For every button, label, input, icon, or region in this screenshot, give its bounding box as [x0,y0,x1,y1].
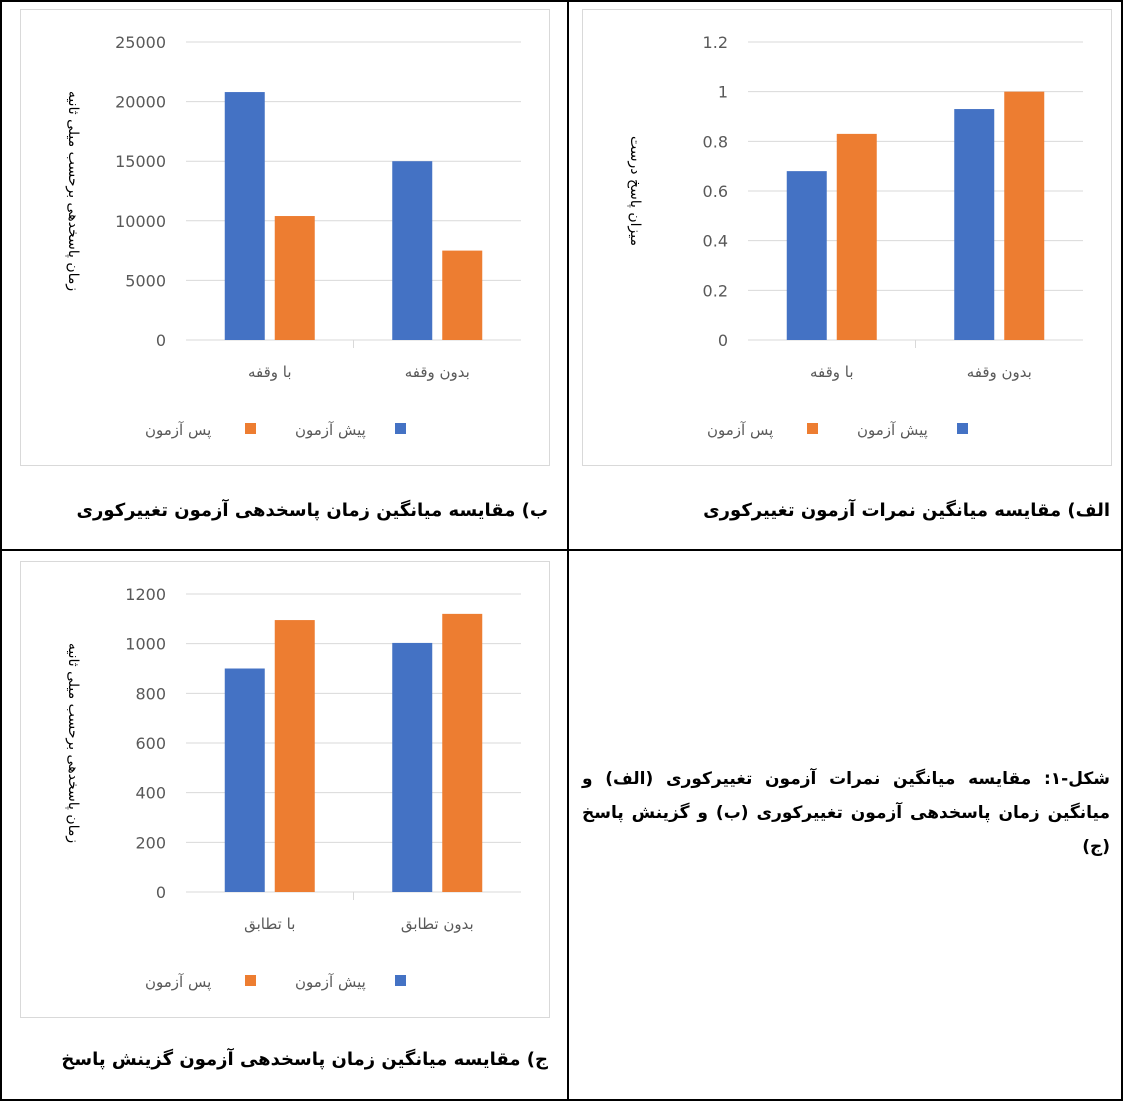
legend-swatch [395,975,406,986]
legend-label: پس آزمون [145,973,211,992]
legend-swatch [807,423,818,434]
legend-label: پیش آزمون [295,973,366,992]
y-tick-label: 400 [135,784,166,803]
bar-pre [224,668,265,892]
table-border-top [0,0,1123,2]
y-tick-label: 20000 [115,93,166,112]
y-tick-label: 15000 [115,152,166,171]
y-tick-label: 0.6 [703,182,728,201]
y-tick-label: 0 [718,331,728,350]
y-axis-label: زمان پاسخدهی برحسب میلی ثانیه [65,643,81,843]
y-tick-label: 5000 [125,271,166,290]
legend-label: پیش آزمون [857,421,928,440]
chart-b-frame: 0 5000 10000 15000 20000 25000 زمان پاسخدهی بر… [20,9,550,466]
chart-b-caption: ب) مقایسه میانگین زمان پاسخدهی آزمون تغی… [76,500,548,521]
x-tick-label: بدون وقفه [967,363,1032,381]
bar-pre [392,642,433,892]
y-tick-label: 0.2 [703,281,728,300]
bar-pre [392,161,433,340]
legend-swatch [395,423,406,434]
bar-pre [786,171,827,340]
y-tick-label: 200 [135,833,166,852]
legend-swatch [957,423,968,434]
chart-c-frame: 0 200 400 600 800 1000 1200 زمان پاسخدهی برحسب … [20,561,550,1018]
legend-label: پس آزمون [707,421,773,440]
bar-post [442,613,483,892]
legend-swatch [245,975,256,986]
y-axis-label: میزان پاسخ درست [627,136,643,246]
y-tick-label: 1000 [125,635,166,654]
x-tick-label: بدون تطابق [401,915,474,933]
x-tick-label: با وقفه [248,363,292,381]
x-tick-label: بدون وقفه [405,363,470,381]
chart-a: 0 0.2 0.4 0.6 0.8 1 1.2 میزان پاسخ درست با وقفه ب… [627,33,1083,440]
chart-c: 0 200 400 600 800 1000 1200 زمان پاسخدهی برحسب … [65,585,521,992]
y-axis-label: زمان پاسخدهی برحسب میلی ثانیه [65,91,81,291]
bar-post [836,133,877,340]
figure-caption: شکل-۱: مقایسه میانگین نمرات آزمون تغییرک… [582,769,1110,857]
y-tick-label: 0.4 [703,232,728,251]
y-tick-label: 1200 [125,585,166,604]
bar-post [442,250,483,340]
bar-post [274,216,315,340]
y-tick-label: 800 [135,684,166,703]
x-tick-label: با وقفه [810,363,854,381]
chart-a-frame: 0 0.2 0.4 0.6 0.8 1 1.2 میزان پاسخ درست با وقفه ب… [582,9,1112,466]
y-tick-label: 1.2 [703,33,728,52]
y-tick-label: 0 [156,883,166,902]
y-tick-label: 0.8 [703,132,728,151]
chart-a-caption: الف) مقایسه میانگین نمرات آزمون تغییرکور… [703,500,1110,521]
y-tick-label: 0 [156,331,166,350]
legend-label: پس آزمون [145,421,211,440]
chart-b: 0 5000 10000 15000 20000 25000 زمان پاسخدهی بر… [65,33,521,440]
table-border-bottom [0,1099,1123,1101]
legend-label: پیش آزمون [295,421,366,440]
bar-pre [224,92,265,341]
y-tick-label: 1 [718,83,728,102]
bar-pre [954,109,995,340]
bar-post [274,620,315,892]
x-tick-label: با تطابق [244,915,295,933]
table-border-row [0,549,1123,551]
y-tick-label: 25000 [115,33,166,52]
chart-c-caption: ج) مقایسه میانگین زمان پاسخدهی آزمون گزی… [61,1049,548,1070]
y-tick-label: 10000 [115,212,166,231]
bar-post [1004,91,1045,341]
legend-swatch [245,423,256,434]
y-tick-label: 600 [135,734,166,753]
